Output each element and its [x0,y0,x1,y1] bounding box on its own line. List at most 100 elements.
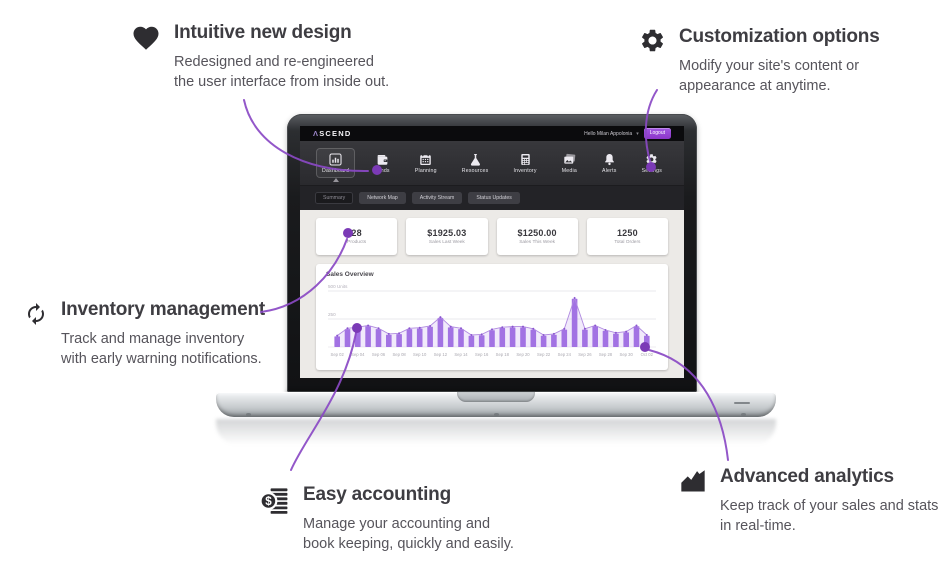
stat-value: $1250.00 [517,227,557,238]
nav-item-label: Alerts [602,168,617,175]
svg-text:Sep 18: Sep 18 [496,352,510,357]
svg-text:Sep 06: Sep 06 [372,352,386,357]
laptop-lid-notch [457,392,535,402]
stat-card-sales-this-week: $1250.00 Sales This Week [496,218,578,255]
laptop-screen: ΛSCEND Hello Milan Appolonia ▾ Logout Da… [287,114,697,392]
user-menu[interactable]: Hello Milan Appolonia ▾ [584,131,639,137]
logout-button[interactable]: Logout [643,128,671,139]
subtab-network-map[interactable]: Network Map [359,192,406,204]
callout-advanced-analytics: Advanced analytics Keep track of your sa… [679,466,938,536]
rubber-foot [246,413,251,416]
stat-label: Sales This Week [519,240,556,246]
svg-text:$: $ [265,495,272,508]
calculator-icon [519,153,532,166]
svg-text:Sep 30: Sep 30 [620,352,634,357]
nav-item-resources[interactable]: Resources [457,149,494,178]
media-icon [563,153,576,166]
svg-text:Sep 14: Sep 14 [454,352,468,357]
svg-text:Oct 02: Oct 02 [641,352,654,357]
subtab-status-updates[interactable]: Status Updates [468,192,520,204]
callout-title: Intuitive new design [174,22,352,43]
rubber-foot [494,413,499,416]
refresh-icon [24,302,48,326]
nav-item-settings[interactable]: Settings [637,149,667,178]
bell-icon [603,153,616,166]
sales-overview-chart: 500 Units 250 Sep 02 Sep 04 Sep 06 Sep 08 Sep … [328,284,656,357]
svg-text:Sep 04: Sep 04 [351,352,365,357]
svg-text:Sep 22: Sep 22 [537,352,551,357]
app-header: ΛSCEND Hello Milan Appolonia ▾ Logout [300,126,684,141]
callout-title: Easy accounting [303,484,451,505]
svg-text:Sep 10: Sep 10 [413,352,427,357]
stat-label: Total Orders [614,240,641,246]
stat-card-total-orders: 1250 Total Orders [586,218,668,255]
callout-title: Advanced analytics [720,466,894,487]
nav-item-label: Resources [461,168,489,175]
svg-text:500 Units: 500 Units [328,284,348,289]
callout-body: Redesigned and re-engineered the user in… [174,53,390,90]
callout-inventory-management: Inventory management Track and manage in… [24,299,265,369]
svg-text:Sep 12: Sep 12 [434,352,448,357]
stat-value: 1250 [616,227,638,238]
ascend-logo: ΛSCEND [313,129,352,138]
callout-title: Inventory management [61,299,265,320]
ascend-dashboard-app: ΛSCEND Hello Milan Appolonia ▾ Logout Da… [300,126,684,378]
laptop-base [216,392,776,417]
svg-text:250: 250 [328,312,336,317]
nav-item-label: Planning [414,168,437,175]
callout-customization-options: Customization options Modify your site's… [639,26,880,96]
app-subtabs: Summary Network Map Activity Stream Status … [300,186,684,210]
rubber-foot [741,413,746,416]
stat-label: Products [347,240,367,246]
app-content: 28 Products $1925.03 Sales Last Week $1250.0… [300,210,684,378]
chart-plot: 500 Units 250 Sep 02 Sep 04 Sep 06 Sep 08 Sep … [326,279,658,370]
chevron-down-icon: ▾ [636,130,639,137]
chart-title: Sales Overview [326,271,374,278]
stat-label: Sales Last Week [428,240,465,246]
callout-title: Customization options [679,26,880,47]
gear-icon [639,27,666,54]
laptop-reflection [216,419,776,445]
callout-body: Modify your site's content or appearance… [679,57,860,94]
heart-icon [131,23,161,53]
laptop-glass: ΛSCEND Hello Milan Appolonia ▾ Logout Da… [300,126,684,378]
subtab-activity-stream[interactable]: Activity Stream [411,192,463,204]
nav-item-label: Dashboard [322,168,350,175]
base-vent-slot [734,402,750,404]
svg-text:Sep 24: Sep 24 [558,352,572,357]
svg-text:Sep 02: Sep 02 [331,352,345,357]
callout-body: Track and manage inventory with early wa… [61,330,262,367]
ledger-dollar-icon: $ [259,485,290,516]
settings-icon [645,153,658,166]
callout-body: Keep track of your sales and stats in re… [720,497,939,534]
callout-body: Manage your accounting and book keeping,… [303,515,514,552]
nav-item-alerts[interactable]: Alerts [597,149,621,178]
callout-easy-accounting: $ Easy accounting Manage your accounting… [259,484,514,554]
area-chart-icon [679,467,707,495]
dashboard-icon [329,153,342,166]
stat-card-sales-last-week: $1925.03 Sales Last Week [406,218,488,255]
callout-intuitive-new-design: Intuitive new design Redesigned and re-e… [131,22,389,92]
subtab-summary[interactable]: Summary [315,192,354,204]
stat-value: 28 [351,227,362,238]
nav-item-label: Settings [641,168,662,175]
nav-item-dashboard[interactable]: Dashboard [317,148,355,178]
calendar-icon [419,153,432,166]
stat-value: $1925.03 [427,227,467,238]
nav-item-planning[interactable]: Planning [410,149,442,178]
nav-item-funds[interactable]: Funds [369,149,394,178]
nav-item-inventory[interactable]: Inventory [509,149,542,178]
svg-text:Sep 26: Sep 26 [578,352,592,357]
nav-item-label: Funds [374,168,390,175]
svg-text:Sep 28: Sep 28 [599,352,613,357]
svg-text:Sep 20: Sep 20 [516,352,530,357]
sales-overview-card: Sales Overview 500 Units 250 Sep 02 Sep 04 S… [316,264,668,370]
nav-item-label: Inventory [513,168,537,175]
app-nav: Dashboard Funds Planning Resources Inventory… [300,141,684,186]
svg-text:Sep 16: Sep 16 [475,352,489,357]
stat-card-products: 28 Products [316,218,398,255]
stats-row: 28 Products $1925.03 Sales Last Week $1250.0… [316,218,668,255]
nav-item-media[interactable]: Media [557,149,582,178]
nav-item-label: Media [561,168,577,175]
